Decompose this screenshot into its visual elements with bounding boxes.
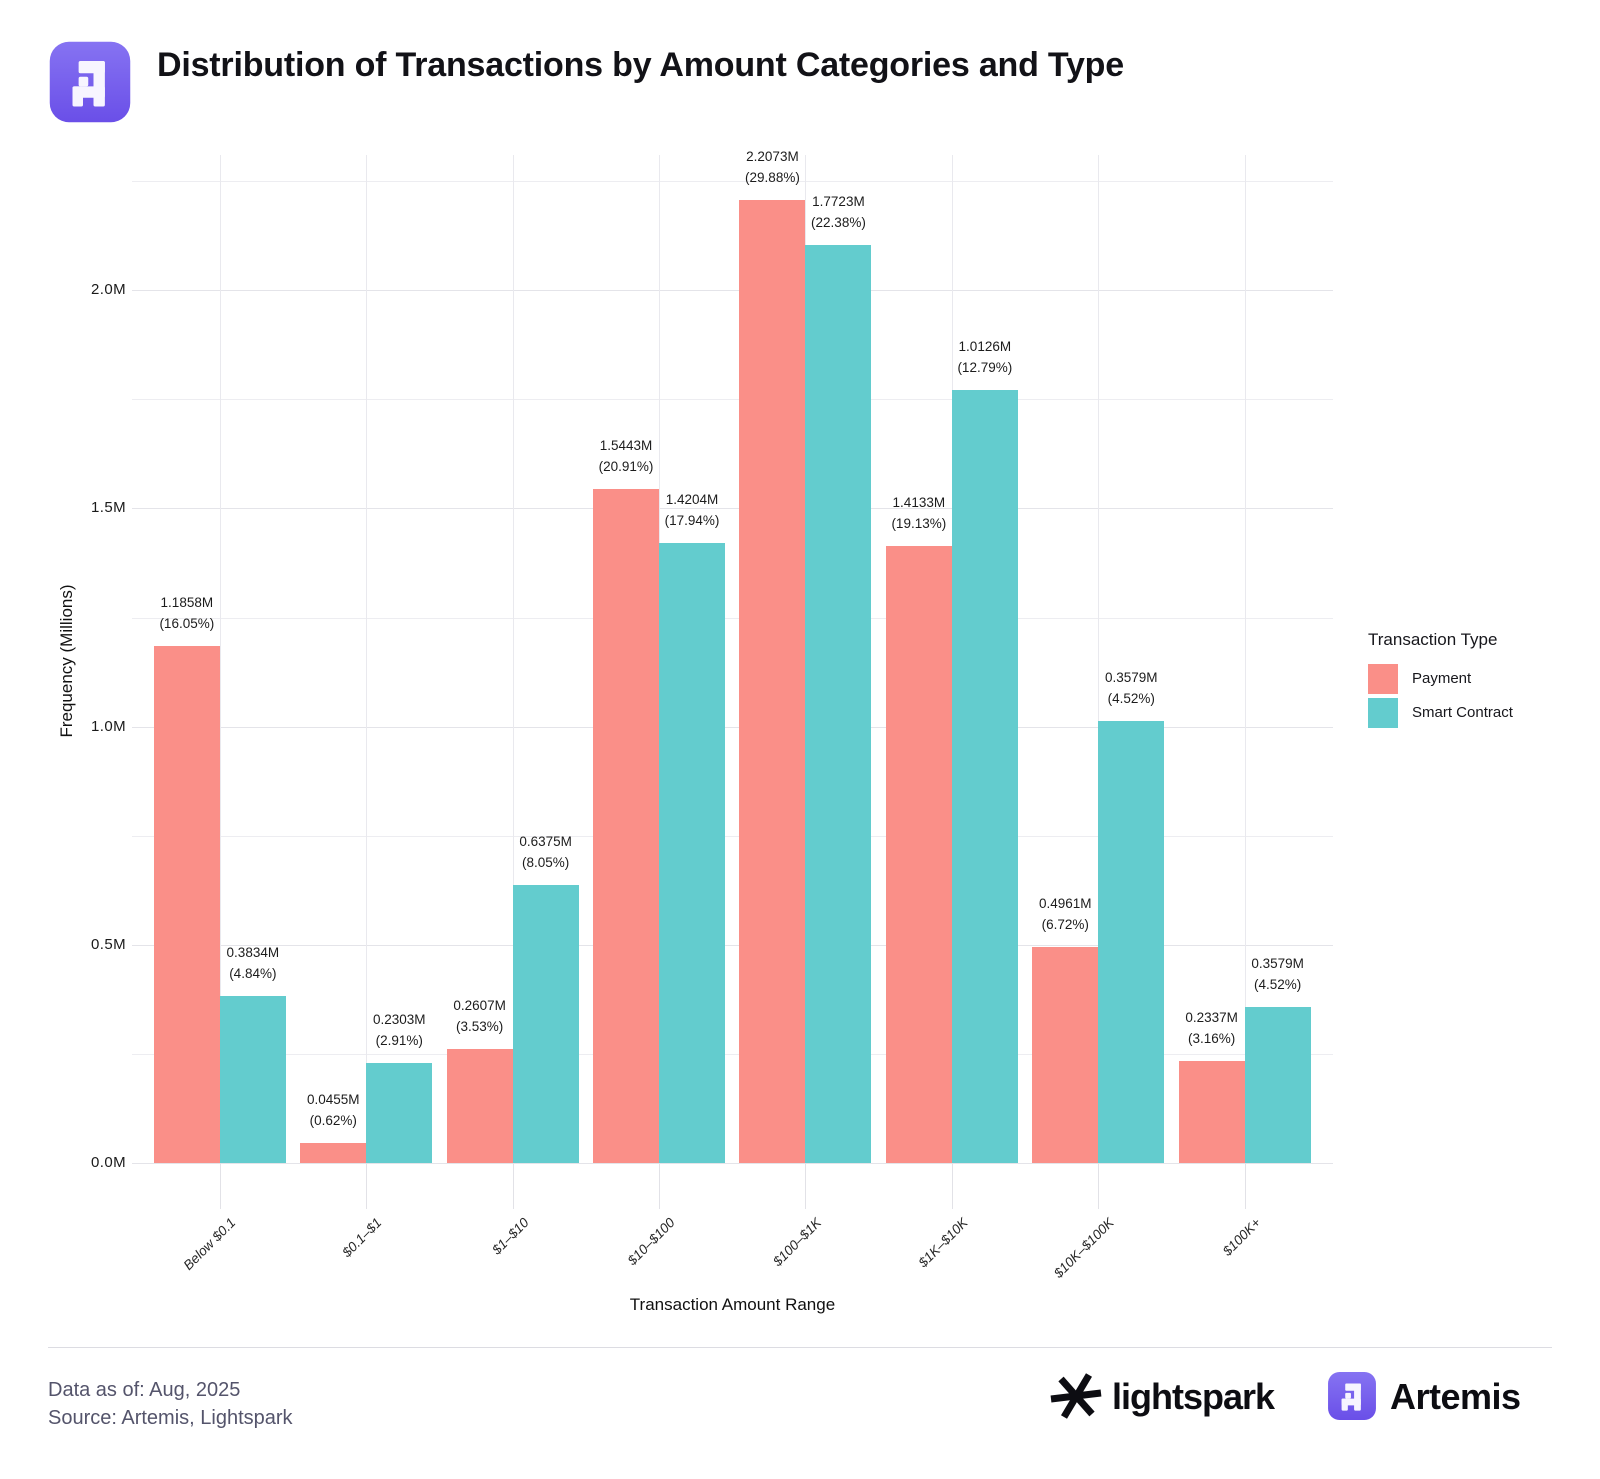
category-gridline [805,155,807,1163]
bar-payment-4 [593,489,660,1163]
footer-divider [48,1347,1552,1348]
lightspark-wordmark: lightspark [1112,1376,1275,1417]
major-gridline [132,290,1333,292]
bar-label-payment-3: 0.2607M (3.53%) [453,998,506,1035]
bar-payment-2 [300,1143,367,1163]
major-gridline [132,1163,1333,1164]
bar-smart-contract-2 [366,1062,433,1163]
x-tick-label-4: $10–$100 [624,1215,678,1269]
bar-smart-contract-6 [951,389,1018,1163]
legend-title: Transaction Type [1368,630,1498,649]
bar-label-smart-contract-1: 0.3834M (4.84%) [226,944,280,981]
bar-label-smart-contract-7: 0.3579M (4.52%) [1104,670,1158,707]
minor-gridline [132,835,1333,837]
legend-label-payment: Payment [1412,670,1472,687]
bar-smart-contract-8 [1244,1006,1311,1163]
bar-label-smart-contract-2: 0.2303M (2.91%) [372,1011,426,1048]
bar-label-payment-4: 1.5443M (20.91%) [598,438,654,475]
bar-payment-1 [153,645,220,1163]
bar-label-payment-8: 0.2337M (3.16%) [1185,1010,1238,1047]
major-gridline [132,508,1333,510]
artemis-logo [49,41,131,123]
bar-label-payment-7: 0.4961M (6.72%) [1038,895,1092,932]
bar-smart-contract-4 [659,543,726,1163]
legend-swatch-payment [1368,664,1398,694]
artemis-wordmark: Artemis [1390,1376,1521,1417]
bar-payment-6 [885,546,952,1163]
x-axis-tick [951,1163,953,1209]
major-gridline [132,726,1333,728]
bar-label-payment-2: 0.0455M (0.62%) [306,1092,360,1129]
bar-label-smart-contract-3: 0.6375M (8.05%) [519,833,572,870]
lightspark-icon [1050,1373,1102,1419]
category-gridline [1098,155,1100,1163]
category-gridline [659,155,661,1163]
bar-smart-contract-1 [219,995,286,1163]
minor-gridline [132,617,1333,619]
x-tick-label-5: $100–$1K [769,1215,825,1270]
x-axis-tick [1244,1163,1246,1209]
minor-gridline [132,1053,1333,1055]
bar-smart-contract-7 [1098,721,1165,1163]
x-axis-tick [659,1163,661,1209]
artemis-footer-logo [1328,1372,1376,1420]
category-gridline [512,155,514,1163]
minor-gridline [132,399,1333,401]
minor-gridline [132,181,1333,183]
category-gridline [951,155,953,1163]
category-gridline [366,155,368,1163]
major-gridline [132,944,1333,946]
bar-label-payment-5: 2.2073M (29.88%) [745,148,800,185]
bar-payment-8 [1178,1061,1245,1163]
bar-smart-contract-5 [805,245,872,1163]
x-tick-label-1: Below $0.1 [180,1215,239,1273]
x-axis-tick [366,1163,368,1209]
bar-label-smart-contract-4: 1.4204M (17.94%) [664,492,720,529]
bar-label-smart-contract-5: 1.7723M (22.38%) [811,194,866,231]
legend-swatch-smart-contract [1368,698,1398,728]
x-tick-label-2: $0.1–$1 [339,1215,385,1261]
bar-payment-3 [446,1049,513,1163]
bar-payment-7 [1032,946,1099,1163]
bar-smart-contract-3 [512,884,579,1163]
x-axis-tick [512,1163,514,1209]
bar-label-payment-1: 1.1858M (16.05%) [159,594,215,631]
bar-payment-5 [739,199,806,1163]
x-tick-label-8: $100K+ [1219,1215,1264,1259]
page-title: Distribution of Transactions by Amount C… [157,46,1124,84]
x-axis-title: Transaction Amount Range [629,1295,836,1314]
x-tick-label-7: $10K–$100K [1051,1215,1117,1281]
footer-source: Source: Artemis, Lightspark [48,1407,293,1429]
y-axis-title: Frequency (Millions) [57,584,76,738]
category-gridline [219,155,221,1163]
footer-data-as-of: Data as of: Aug, 2025 [48,1379,241,1401]
bar-label-payment-6: 1.4133M (19.13%) [891,495,947,532]
legend-label-smart-contract: Smart Contract [1412,704,1513,721]
x-tick-label-6: $1K–$10K [915,1215,971,1271]
x-axis-tick [805,1163,807,1209]
x-axis-tick [1098,1163,1100,1209]
category-gridline [1244,155,1246,1163]
x-axis-tick [219,1163,221,1209]
x-tick-label-3: $1–$10 [488,1215,532,1258]
bar-label-smart-contract-8: 0.3579M (4.52%) [1251,955,1304,992]
bar-label-smart-contract-6: 1.0126M (12.79%) [957,338,1013,375]
